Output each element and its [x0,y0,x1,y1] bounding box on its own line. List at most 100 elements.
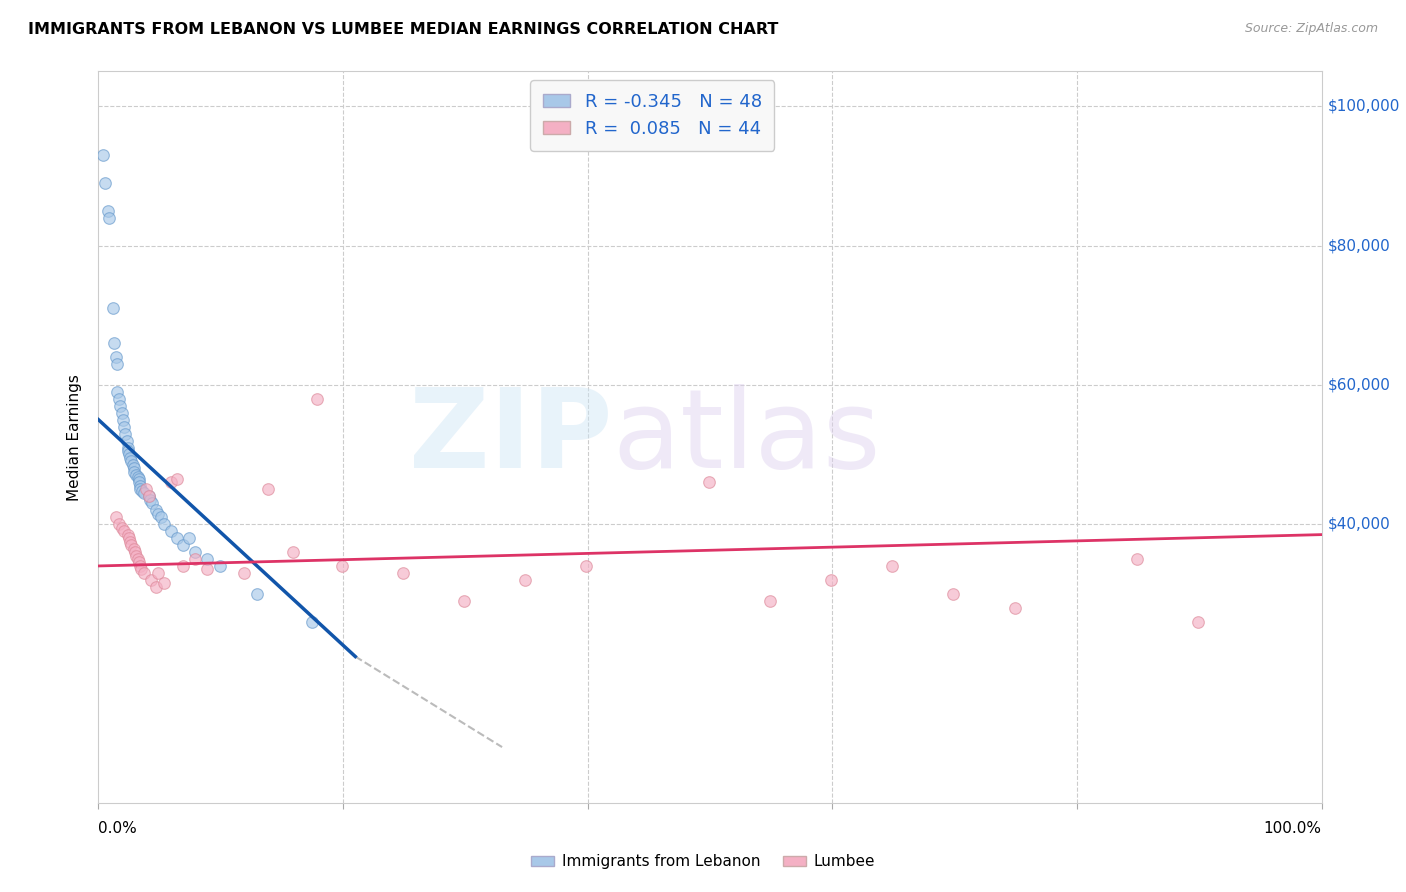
Point [1004,600,1026,615]
Legend: Immigrants from Lebanon, Lumbee: Immigrants from Lebanon, Lumbee [524,848,882,875]
Point [118,448,141,462]
Point [125,468,148,483]
Point [392,566,415,580]
Point [453,594,475,608]
Point [117,444,139,458]
Text: atlas: atlas [612,384,880,491]
Point [166,531,188,545]
Point [184,552,207,566]
Point [145,503,167,517]
Point [117,441,139,455]
Point [141,496,163,510]
Point [153,576,176,591]
Point [120,454,142,468]
Point [125,549,148,563]
Point [148,507,170,521]
Text: $60,000: $60,000 [1327,377,1391,392]
Point [149,510,172,524]
Point [1126,552,1149,566]
Point [820,573,842,587]
Point [233,566,256,580]
Point [121,458,143,472]
Point [330,558,353,573]
Text: ZIP: ZIP [409,384,612,491]
Point [257,483,280,497]
Point [697,475,720,490]
Point [129,483,152,497]
Point [208,558,231,573]
Point [101,301,124,316]
Point [1187,615,1209,629]
Point [112,524,135,538]
Point [131,483,153,498]
Point [159,475,181,490]
Point [115,434,138,448]
Point [135,483,157,497]
Point [108,517,131,532]
Text: Source: ZipAtlas.com: Source: ZipAtlas.com [1244,22,1378,36]
Point [172,558,194,573]
Point [117,527,139,541]
Point [91,148,114,162]
Text: 100.0%: 100.0% [1264,821,1322,836]
Point [122,461,145,475]
Point [307,392,329,406]
Point [93,176,115,190]
Point [120,450,142,465]
Point [128,556,150,570]
Text: $100,000: $100,000 [1327,99,1400,113]
Point [104,510,127,524]
Point [111,406,134,420]
Text: $80,000: $80,000 [1327,238,1391,253]
Point [129,562,152,576]
Point [120,538,142,552]
Point [139,573,162,587]
Point [97,203,120,218]
Point [104,350,127,364]
Point [122,541,145,556]
Legend: R = -0.345   N = 48, R =  0.085   N = 44: R = -0.345 N = 48, R = 0.085 N = 44 [530,80,775,151]
Point [127,470,149,484]
Point [148,566,170,580]
Point [759,594,782,608]
Point [111,412,134,426]
Point [110,399,132,413]
Point [195,552,218,566]
Point [98,211,121,225]
Point [138,489,160,503]
Point [153,517,176,532]
Point [128,472,150,486]
Point [124,545,146,559]
Point [118,531,141,545]
Point [111,521,134,535]
Point [882,558,904,573]
Point [145,580,167,594]
Point [246,587,269,601]
Text: 0.0%: 0.0% [98,821,138,836]
Point [127,552,149,566]
Point [129,558,152,573]
Point [129,479,152,493]
Point [122,465,145,479]
Point [114,426,136,441]
Point [301,615,323,629]
Point [515,573,537,587]
Point [166,472,188,486]
Point [281,545,304,559]
Point [108,392,131,406]
Point [132,566,155,580]
Point [942,587,965,601]
Point [105,384,128,399]
Point [103,336,125,351]
Point [105,357,128,371]
Point [132,485,155,500]
Point [139,492,162,507]
Point [112,419,135,434]
Point [575,558,598,573]
Point [128,475,150,490]
Point [184,545,207,559]
Point [120,534,142,549]
Point [177,531,200,545]
Point [172,538,194,552]
Point [195,562,218,576]
